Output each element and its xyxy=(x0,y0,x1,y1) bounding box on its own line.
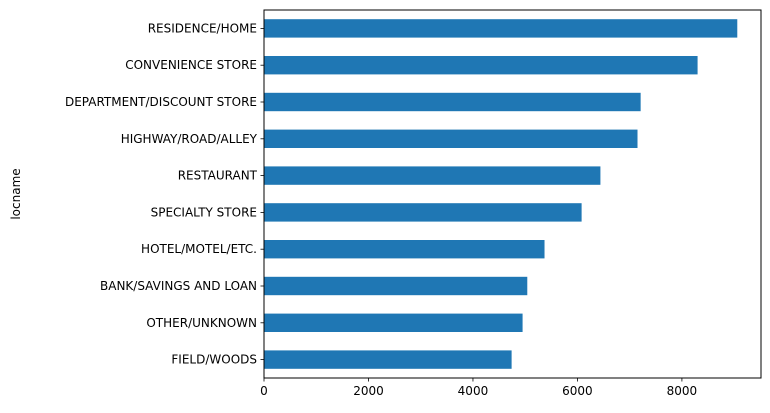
bars-layer xyxy=(264,19,738,369)
y-tick-label: FIELD/WOODS xyxy=(171,353,257,367)
y-tick-label: RESIDENCE/HOME xyxy=(148,21,257,35)
x-tick-label: 2000 xyxy=(353,384,384,398)
y-tick-label: RESTAURANT xyxy=(178,169,258,183)
y-tick-label: HIGHWAY/ROAD/ALLEY xyxy=(121,132,258,146)
bar xyxy=(264,166,601,185)
x-tick-layer: 0 2000 4000 6000 8000 xyxy=(260,378,697,398)
bar xyxy=(264,92,641,112)
y-tick-label: CONVENIENCE STORE xyxy=(125,58,257,72)
y-tick-layer: RESIDENCE/HOME CONVENIENCE STORE DEPARTMEN… xyxy=(65,21,264,367)
bar xyxy=(264,129,638,148)
bar xyxy=(264,19,738,38)
x-tick-label: 6000 xyxy=(562,384,593,398)
y-tick-label: OTHER/UNKNOWN xyxy=(146,316,257,330)
y-axis-label: locname xyxy=(9,168,23,219)
x-tick-label: 8000 xyxy=(667,384,698,398)
bar xyxy=(264,56,698,75)
bar xyxy=(264,313,523,332)
bar xyxy=(264,276,528,296)
x-tick-label: 0 xyxy=(260,384,268,398)
x-tick-label: 4000 xyxy=(458,384,489,398)
bar xyxy=(264,203,582,222)
y-tick-label: SPECIALTY STORE xyxy=(151,205,257,219)
y-tick-label: BANK/SAVINGS AND LOAN xyxy=(100,279,257,293)
y-tick-label: HOTEL/MOTEL/ETC. xyxy=(141,242,257,256)
bar xyxy=(264,350,512,369)
y-tick-label: DEPARTMENT/DISCOUNT STORE xyxy=(65,95,257,109)
plot-frame xyxy=(263,9,762,379)
bar xyxy=(264,240,545,259)
